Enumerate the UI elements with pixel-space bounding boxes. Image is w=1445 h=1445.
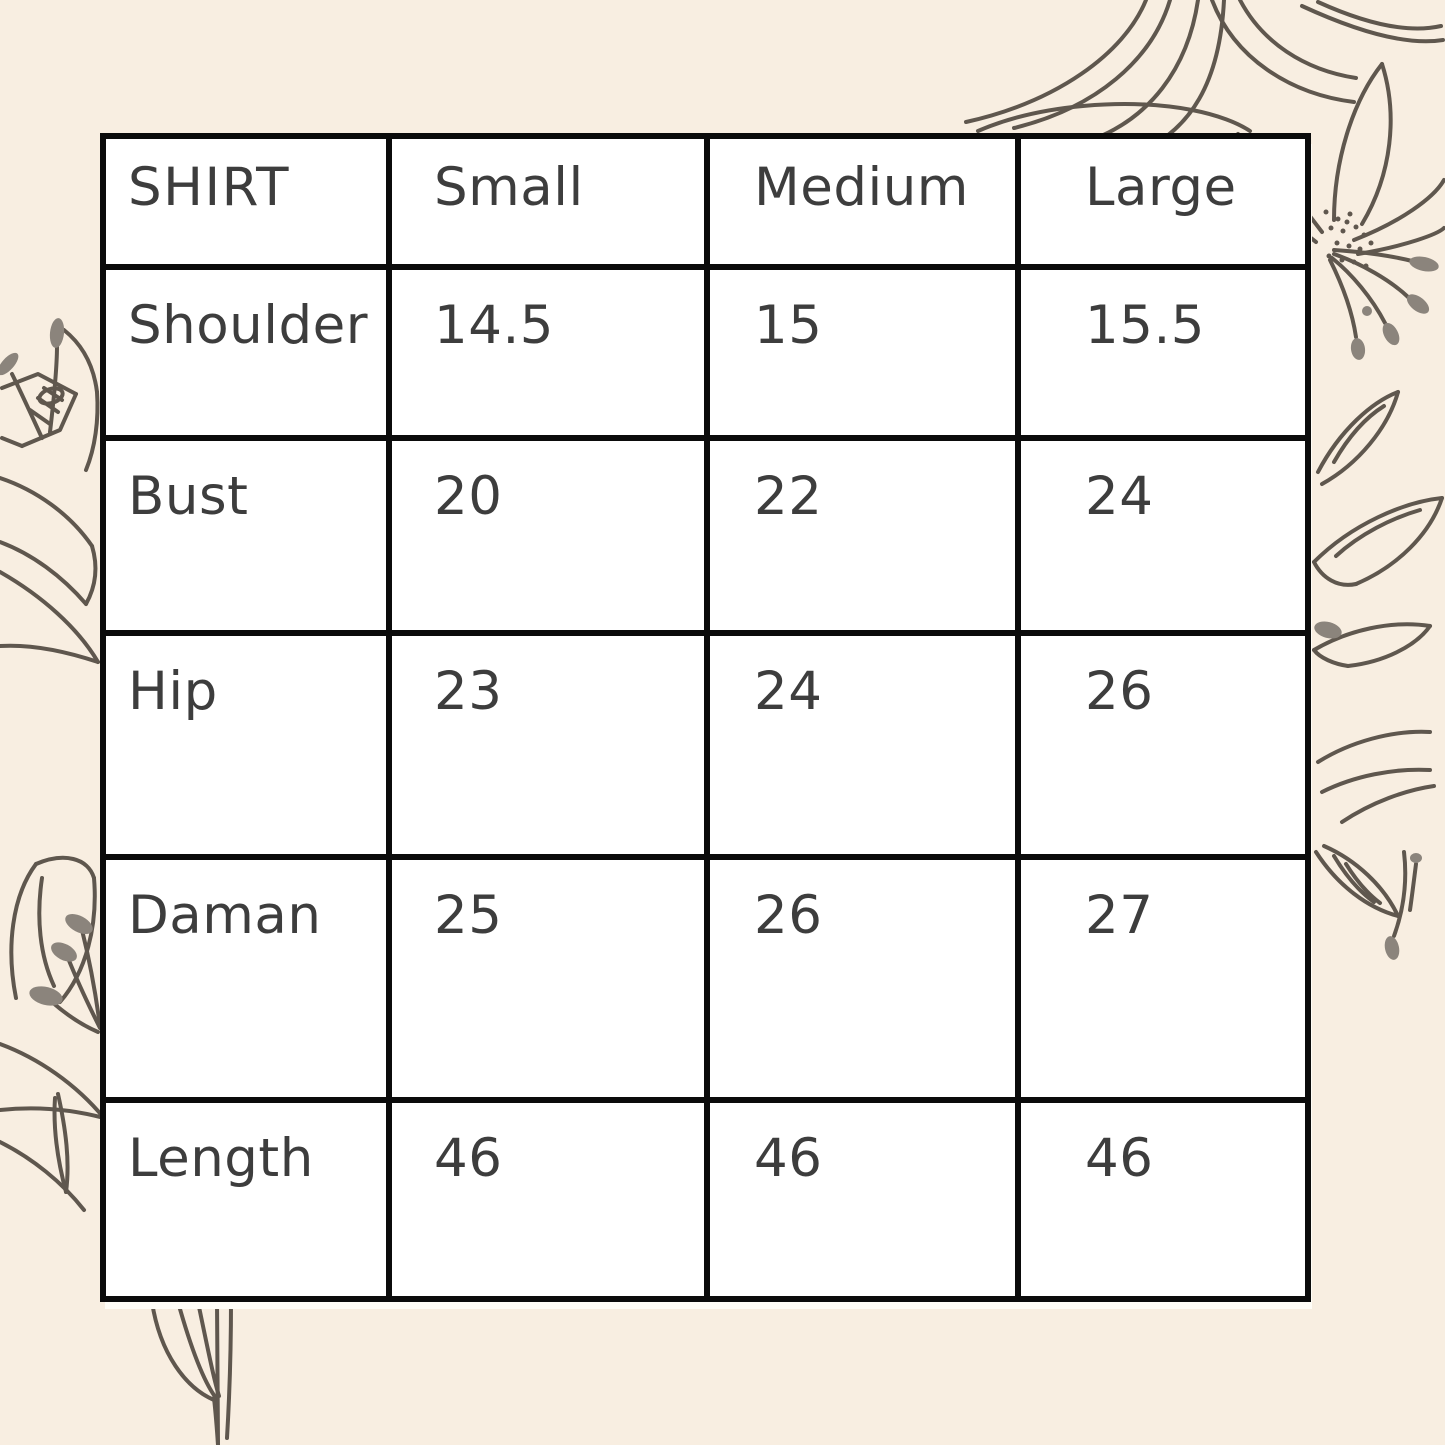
cell-daman-large: 27 bbox=[1021, 860, 1305, 1103]
cell-hip-large: 26 bbox=[1021, 636, 1305, 860]
row-label-shoulder: Shoulder bbox=[106, 270, 392, 441]
cell-daman-medium: 26 bbox=[710, 860, 1021, 1103]
lily-petals-right-edge bbox=[1312, 390, 1444, 938]
lily-pollen-dots bbox=[1323, 209, 1374, 269]
flower-stems-bottom bbox=[150, 1300, 233, 1445]
cell-length-small: 46 bbox=[392, 1103, 710, 1296]
lily-flower-left bbox=[0, 328, 100, 664]
lily-flower-bottom-left bbox=[0, 855, 106, 1212]
cell-hip-medium: 24 bbox=[710, 636, 1021, 860]
cell-bust-large: 24 bbox=[1021, 441, 1305, 636]
column-header-large: Large bbox=[1021, 139, 1305, 270]
row-label-daman: Daman bbox=[106, 860, 392, 1103]
cell-length-medium: 46 bbox=[710, 1103, 1021, 1296]
row-label-bust: Bust bbox=[106, 441, 392, 636]
row-label-length: Length bbox=[106, 1103, 392, 1296]
cell-shoulder-medium: 15 bbox=[710, 270, 1021, 441]
cell-shoulder-large: 15.5 bbox=[1021, 270, 1305, 441]
table-title-cell: SHIRT bbox=[106, 139, 392, 270]
column-header-medium: Medium bbox=[710, 139, 1021, 270]
lily-anthers bbox=[0, 256, 1439, 1006]
cell-bust-medium: 22 bbox=[710, 441, 1021, 636]
column-header-small: Small bbox=[392, 139, 710, 270]
cell-hip-small: 23 bbox=[392, 636, 710, 860]
cell-bust-small: 20 bbox=[392, 441, 710, 636]
cell-length-large: 46 bbox=[1021, 1103, 1305, 1296]
cell-daman-small: 25 bbox=[392, 860, 710, 1103]
shirt-size-table: SHIRT Small Medium Large Shoulder 14.5 1… bbox=[100, 133, 1311, 1302]
cell-shoulder-small: 14.5 bbox=[392, 270, 710, 441]
row-label-hip: Hip bbox=[106, 636, 392, 860]
lily-leaves-top bbox=[964, 0, 1445, 156]
